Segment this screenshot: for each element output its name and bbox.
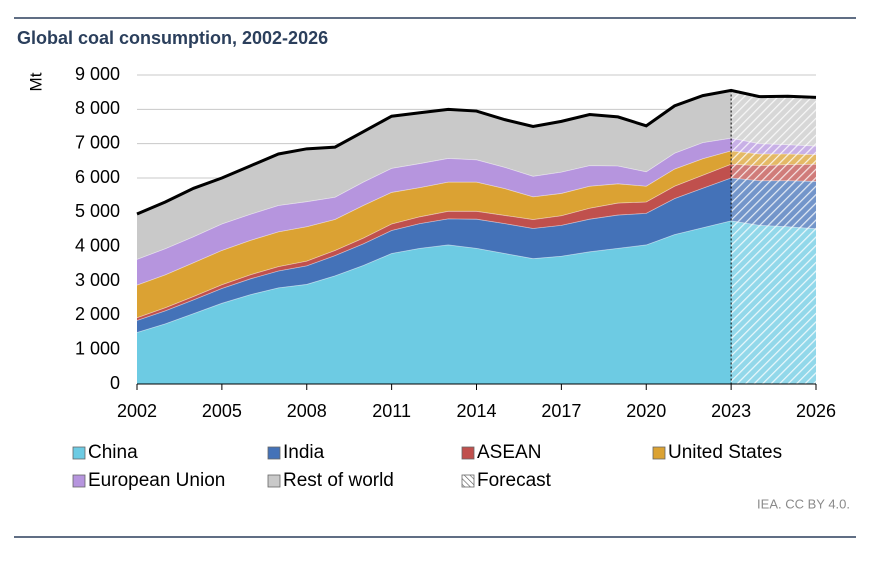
series-boundary bbox=[136, 177, 817, 321]
x-tick-label: 2026 bbox=[796, 401, 836, 421]
legend-label: Forecast bbox=[477, 470, 552, 491]
legend-swatch bbox=[72, 474, 86, 488]
area bbox=[137, 164, 816, 321]
series-boundary bbox=[136, 220, 817, 333]
legend-swatch bbox=[461, 474, 475, 488]
area bbox=[137, 150, 816, 318]
y-axis-label: Mt bbox=[26, 72, 45, 91]
legend-swatch bbox=[461, 446, 475, 460]
legend-swatch bbox=[267, 474, 281, 488]
area bbox=[137, 138, 816, 286]
legend-label: Rest of world bbox=[283, 470, 394, 491]
x-tick-label: 2011 bbox=[372, 401, 411, 421]
legend-label: ASEAN bbox=[477, 442, 541, 463]
legend-label: China bbox=[88, 442, 138, 463]
area bbox=[137, 220, 816, 384]
y-tick-label: 5 000 bbox=[75, 201, 120, 221]
series-boundary bbox=[136, 150, 817, 286]
series-boundary bbox=[136, 137, 817, 260]
series-boundary bbox=[136, 163, 817, 319]
legend-label: India bbox=[283, 442, 325, 463]
x-tick-label: 2008 bbox=[287, 401, 327, 421]
x-tick-label: 2017 bbox=[541, 401, 581, 421]
legend-label: United States bbox=[668, 442, 782, 463]
x-tick-label: 2002 bbox=[117, 401, 157, 421]
area bbox=[137, 90, 816, 260]
source-note: IEA. CC BY 4.0. bbox=[757, 496, 850, 511]
chart-title: Global coal consumption, 2002-2026 bbox=[17, 28, 328, 48]
legend-swatch bbox=[267, 446, 281, 460]
y-tick-label: 7 000 bbox=[75, 132, 120, 152]
legend-label: European Union bbox=[88, 470, 225, 491]
y-tick-label: 9 000 bbox=[75, 64, 120, 84]
y-tick-label: 2 000 bbox=[75, 304, 120, 324]
y-tick-label: 1 000 bbox=[75, 338, 120, 358]
y-tick-label: 8 000 bbox=[75, 98, 120, 118]
plot-area bbox=[136, 88, 817, 384]
legend-swatch bbox=[652, 446, 666, 460]
y-tick-label: 0 bbox=[110, 373, 120, 393]
x-tick-label: 2020 bbox=[626, 401, 666, 421]
y-tick-label: 6 000 bbox=[75, 167, 120, 187]
y-tick-label: 3 000 bbox=[75, 270, 120, 290]
x-tick-label: 2023 bbox=[711, 401, 751, 421]
forecast-hatch bbox=[731, 90, 816, 384]
total-line bbox=[136, 88, 817, 216]
x-tick-label: 2005 bbox=[202, 401, 242, 421]
area bbox=[137, 178, 816, 333]
legend-swatch bbox=[72, 446, 86, 460]
x-tick-label: 2014 bbox=[456, 401, 496, 421]
y-tick-label: 4 000 bbox=[75, 235, 120, 255]
